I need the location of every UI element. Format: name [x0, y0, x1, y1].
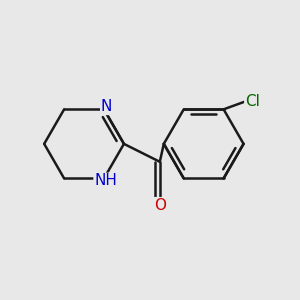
Text: NH: NH — [94, 173, 117, 188]
Text: Cl: Cl — [245, 94, 260, 109]
Text: N: N — [101, 99, 112, 114]
Text: O: O — [154, 198, 166, 213]
